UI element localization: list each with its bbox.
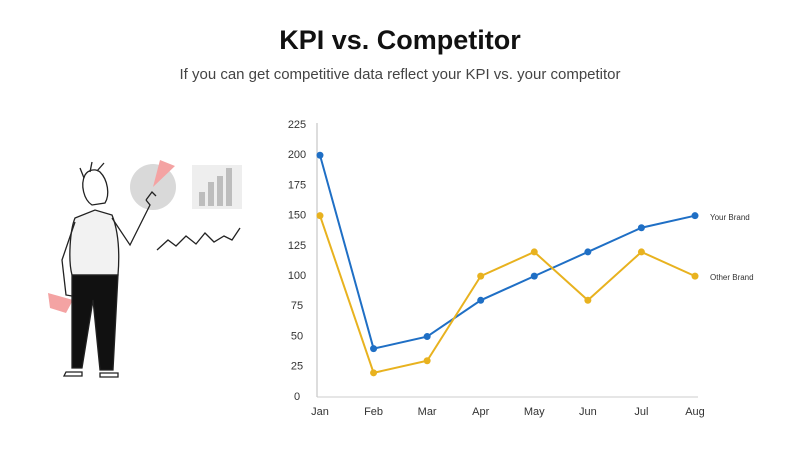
x-tick-label: Aug bbox=[685, 406, 705, 418]
data-point bbox=[477, 296, 485, 304]
y-tick-label: 0 bbox=[294, 391, 300, 403]
y-tick-label: 150 bbox=[288, 210, 306, 222]
plot-area: 0 25 50 75 100 125 150 175 200 225 Jan Feb Mar Apr May… bbox=[288, 119, 754, 418]
x-tick-label: May bbox=[524, 406, 545, 418]
data-point bbox=[423, 333, 431, 341]
y-tick-label: 125 bbox=[288, 240, 306, 252]
chart-title: KPI vs. Competitor bbox=[279, 25, 521, 55]
y-tick-label: 200 bbox=[288, 149, 306, 161]
y-tick-label: 175 bbox=[288, 179, 306, 191]
data-point bbox=[370, 369, 378, 377]
data-point bbox=[530, 248, 538, 256]
x-tick-label: Jan bbox=[311, 406, 329, 418]
data-point bbox=[316, 212, 324, 220]
y-tick-label: 25 bbox=[291, 361, 303, 373]
x-tick-label: Mar bbox=[418, 406, 437, 418]
series-line bbox=[319, 154, 696, 350]
illustration bbox=[48, 160, 242, 378]
legend-label: Your Brand bbox=[710, 213, 750, 222]
data-point bbox=[691, 212, 699, 220]
x-tick-label: Jul bbox=[634, 406, 648, 418]
legend-label: Other Brand bbox=[710, 273, 754, 282]
y-tick-label: 100 bbox=[288, 270, 306, 282]
x-tick-label: Jun bbox=[579, 406, 597, 418]
data-point bbox=[370, 345, 378, 353]
data-point bbox=[584, 296, 592, 304]
data-point bbox=[477, 272, 485, 280]
y-tick-label: 50 bbox=[291, 330, 303, 342]
y-tick-label: 75 bbox=[291, 300, 303, 312]
data-point bbox=[316, 151, 324, 159]
series-line bbox=[319, 215, 696, 374]
data-point bbox=[423, 357, 431, 365]
y-tick-label: 225 bbox=[288, 119, 306, 131]
x-tick-label: Apr bbox=[472, 406, 489, 418]
data-point bbox=[637, 248, 645, 256]
data-point bbox=[691, 272, 699, 280]
data-point bbox=[637, 224, 645, 232]
data-point bbox=[530, 272, 538, 280]
data-point bbox=[584, 248, 592, 256]
x-tick-label: Feb bbox=[364, 406, 383, 418]
chart-subtitle: If you can get competitive data reflect … bbox=[179, 66, 620, 83]
